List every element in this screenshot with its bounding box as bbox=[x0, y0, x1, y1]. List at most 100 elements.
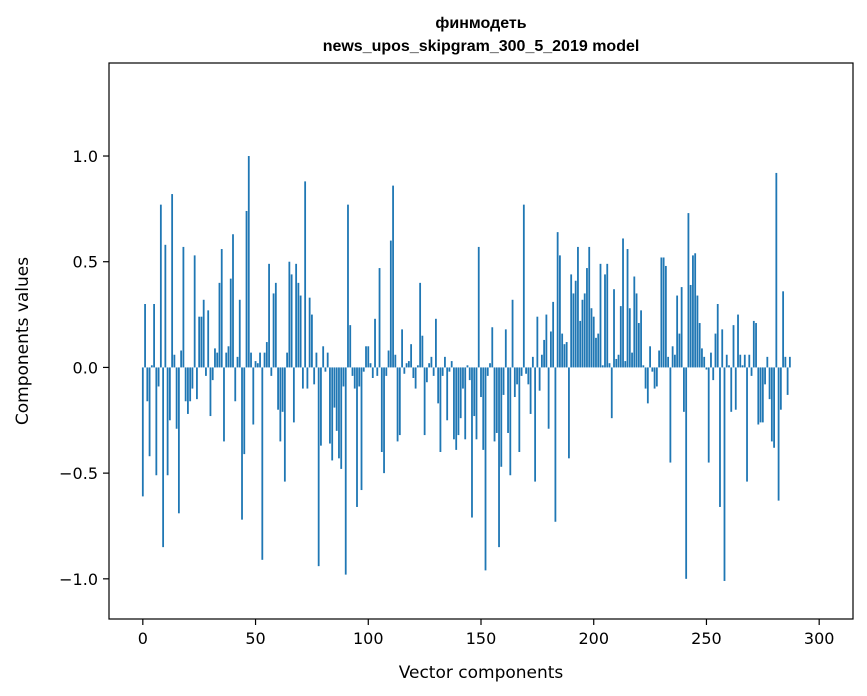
bar-series bbox=[141, 156, 791, 581]
bar-109 bbox=[387, 350, 390, 368]
bar-183 bbox=[554, 367, 557, 522]
bar-121 bbox=[414, 367, 417, 389]
bar-48 bbox=[250, 352, 252, 368]
bar-149 bbox=[477, 246, 480, 368]
y-tick-label: −1.0 bbox=[59, 570, 98, 589]
bar-238 bbox=[678, 333, 681, 368]
bar-191 bbox=[572, 293, 575, 368]
bar-126 bbox=[425, 367, 428, 383]
bar-185 bbox=[559, 255, 561, 368]
bar-111 bbox=[392, 185, 394, 368]
bar-286 bbox=[786, 367, 789, 395]
bar-72 bbox=[304, 181, 307, 368]
bar-163 bbox=[509, 367, 512, 476]
bar-7 bbox=[157, 367, 160, 387]
bar-214 bbox=[624, 361, 627, 368]
bar-154 bbox=[489, 363, 491, 368]
bar-29 bbox=[207, 310, 210, 368]
bar-76 bbox=[313, 367, 316, 385]
bar-260 bbox=[728, 365, 730, 368]
bar-197 bbox=[586, 268, 588, 368]
bar-271 bbox=[752, 320, 755, 368]
bar-187 bbox=[563, 344, 566, 368]
bar-227 bbox=[653, 367, 656, 389]
bar-157 bbox=[495, 367, 498, 433]
bar-113 bbox=[396, 367, 399, 442]
bar-71 bbox=[301, 367, 304, 389]
bar-174 bbox=[534, 367, 537, 482]
bar-267 bbox=[743, 354, 746, 368]
bar-0 bbox=[141, 367, 144, 497]
bar-39 bbox=[229, 278, 232, 368]
bar-85 bbox=[333, 367, 336, 408]
bar-70 bbox=[299, 295, 302, 368]
x-tick-label: 300 bbox=[804, 629, 835, 648]
bar-44 bbox=[241, 367, 243, 520]
bar-225 bbox=[649, 346, 651, 368]
bar-46 bbox=[245, 210, 248, 368]
bar-241 bbox=[685, 367, 688, 579]
bar-89 bbox=[342, 367, 345, 387]
bar-43 bbox=[238, 299, 241, 368]
bar-103 bbox=[374, 318, 376, 368]
bar-94 bbox=[353, 367, 356, 389]
bar-278 bbox=[768, 367, 771, 400]
bar-87 bbox=[338, 367, 340, 459]
bar-188 bbox=[565, 342, 568, 368]
bar-3 bbox=[148, 367, 151, 457]
bar-282 bbox=[777, 367, 780, 501]
bar-24 bbox=[196, 367, 198, 400]
bar-257 bbox=[721, 329, 724, 368]
bar-283 bbox=[779, 367, 782, 410]
bar-203 bbox=[599, 263, 602, 368]
bar-52 bbox=[259, 352, 261, 368]
bar-261 bbox=[730, 367, 733, 412]
bar-108 bbox=[385, 367, 388, 376]
bar-141 bbox=[459, 367, 462, 419]
bar-40 bbox=[232, 234, 234, 368]
bar-56 bbox=[268, 263, 270, 368]
bar-100 bbox=[367, 346, 370, 368]
bar-99 bbox=[365, 346, 367, 368]
bar-150 bbox=[480, 367, 482, 398]
bar-279 bbox=[770, 367, 773, 442]
bar-105 bbox=[378, 268, 381, 368]
bar-135 bbox=[446, 367, 449, 421]
bar-215 bbox=[626, 249, 629, 368]
bar-55 bbox=[265, 342, 268, 368]
bar-284 bbox=[782, 291, 785, 368]
bar-90 bbox=[344, 367, 347, 575]
bar-146 bbox=[471, 367, 473, 518]
bar-186 bbox=[561, 333, 564, 368]
bar-142 bbox=[462, 367, 464, 389]
bar-130 bbox=[435, 318, 437, 368]
bar-244 bbox=[692, 255, 694, 368]
bar-175 bbox=[536, 316, 539, 368]
x-tick-label: 150 bbox=[466, 629, 497, 648]
bar-249 bbox=[703, 356, 706, 368]
bar-160 bbox=[502, 367, 505, 395]
bar-240 bbox=[683, 367, 685, 412]
bar-32 bbox=[214, 348, 216, 368]
bar-128 bbox=[430, 356, 433, 368]
bar-101 bbox=[369, 363, 372, 368]
bar-93 bbox=[351, 367, 354, 376]
bar-12 bbox=[168, 367, 171, 421]
bar-73 bbox=[306, 367, 309, 389]
bar-222 bbox=[642, 365, 645, 368]
bar-168 bbox=[520, 367, 523, 376]
bar-30 bbox=[209, 367, 212, 417]
bar-237 bbox=[676, 295, 679, 368]
bar-245 bbox=[694, 253, 697, 368]
bar-98 bbox=[362, 367, 365, 372]
x-tick-label: 100 bbox=[353, 629, 384, 648]
bar-158 bbox=[498, 367, 500, 548]
bar-182 bbox=[552, 301, 555, 368]
bar-164 bbox=[511, 299, 514, 368]
x-axis-ticks: 0 50 100 150 200 250 300 bbox=[138, 619, 835, 648]
bar-104 bbox=[376, 367, 379, 376]
bar-65 bbox=[288, 261, 291, 368]
bar-102 bbox=[371, 367, 374, 378]
bar-228 bbox=[655, 367, 658, 387]
bar-216 bbox=[628, 308, 631, 368]
